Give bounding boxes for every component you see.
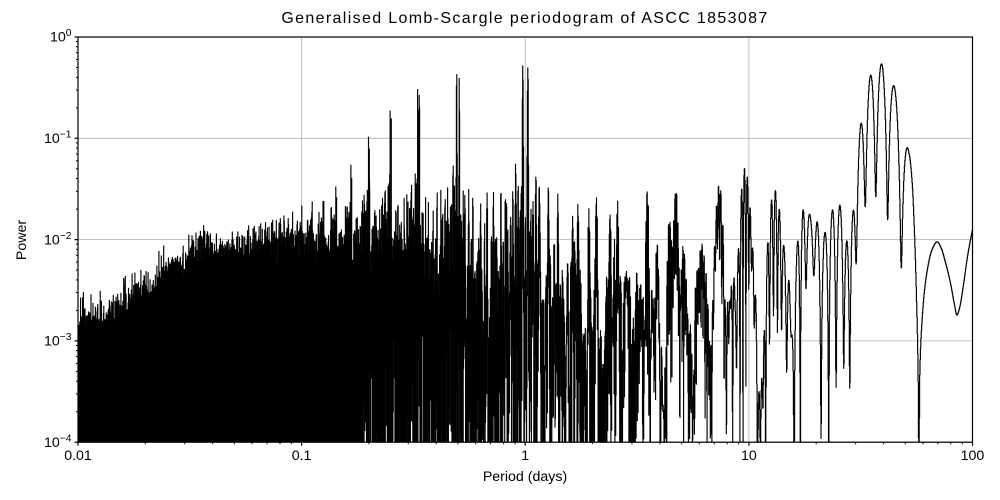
svg-text:Generalised Lomb-Scargle perio: Generalised Lomb-Scargle periodogram of … [281,10,768,27]
svg-text:0.01: 0.01 [64,448,92,464]
svg-text:1: 1 [521,448,529,464]
svg-text:100: 100 [961,448,985,464]
svg-text:0.1: 0.1 [292,448,312,464]
svg-text:10: 10 [741,448,757,464]
svg-text:Power: Power [14,220,30,260]
svg-text:Period (days): Period (days) [483,469,567,485]
